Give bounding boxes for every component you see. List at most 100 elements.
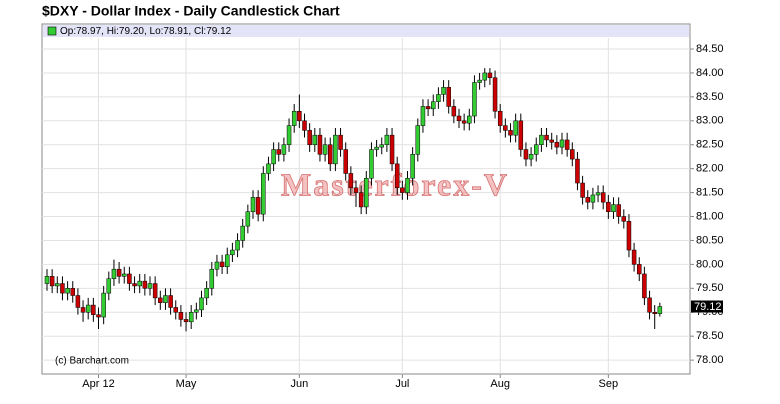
candle-body [554,142,560,148]
candle-body [539,134,544,145]
candle-body [358,192,364,208]
candle-body [158,297,163,303]
candle-body [173,307,178,313]
x-tick-label: Jul [395,378,409,390]
y-tick-label: 81.00 [696,210,724,222]
candle-body [559,139,565,148]
last-price-box [691,300,723,313]
candle-body [575,158,580,184]
candle-body [132,283,137,287]
candle-body [487,72,493,78]
candle-body [595,192,601,196]
candle-body [70,288,75,296]
watermark: Masterforex-V [281,166,509,202]
candle-body [606,201,611,212]
candle-body [235,240,240,251]
candle-body [348,173,354,189]
candle-body [379,144,384,148]
candle-body [431,101,436,110]
candle-body [637,264,642,275]
candle-body [199,297,204,311]
candle-body [394,163,400,189]
candle-body [631,249,637,265]
candle-body [333,134,338,165]
candle-body [384,134,390,145]
legend-text: Op:78.97, Hi:79.20, Lo:78.91, Cl:79.12 [60,26,232,37]
candle-body [328,144,333,165]
y-tick-label: 82.00 [696,163,724,175]
candle-body [451,106,457,117]
y-tick-label: 83.00 [696,115,724,127]
candle-body [209,268,215,289]
candle-body [523,149,529,160]
candle-body [657,306,663,314]
candle-body [642,273,647,299]
candle-body [276,149,281,155]
candle-body [400,187,405,193]
x-tick-label: Jun [290,378,308,390]
candle-body [188,312,194,323]
candle-body [436,94,441,102]
candle-body [353,187,359,193]
candle-body [281,144,287,155]
candle-body [261,173,266,215]
candle-body [580,182,585,198]
candle-body [420,106,426,126]
candle-body [85,304,91,313]
candle-body [425,106,431,110]
candle-body [49,276,55,287]
candle-body [271,149,276,165]
candle-body [405,177,410,193]
y-tick-label: 79.50 [696,282,724,294]
y-tick-label: 83.50 [696,91,724,103]
candle-body [96,314,101,318]
candle-body [647,297,652,313]
candle-body [255,197,261,215]
candle-body [549,139,554,143]
candle-body [163,295,168,303]
candle-body [219,261,225,268]
y-tick-label: 82.50 [696,139,724,151]
candle-body [214,261,220,270]
candle-body [322,144,328,155]
x-tick-label: Apr 12 [82,378,114,390]
candle-body [91,304,96,315]
candles [44,68,663,332]
candle-body [111,268,117,280]
candle-body [194,309,199,313]
candle-body [570,149,575,160]
candle-body [168,295,173,308]
candle-body [116,268,122,277]
candle-body [528,154,534,160]
candle-body [204,288,209,299]
candle-body [343,149,348,174]
candle-body [230,249,235,256]
candle-body [266,163,271,174]
candle-body [142,280,148,289]
y-tick-label: 80.00 [696,258,724,270]
candle-body [250,197,256,212]
candle-body [446,87,451,107]
candle-body [497,110,503,126]
candle-body [518,120,524,150]
legend-swatch [47,26,57,36]
candle-body [338,134,343,150]
candle-body [178,312,184,320]
candle-body [456,115,462,122]
candle-body [564,139,570,150]
candle-body [291,110,297,126]
candle-body [616,204,621,217]
candle-body [317,134,323,155]
y-tick-label: 81.50 [696,187,724,199]
x-tick-label: May [176,378,197,390]
candle-body [513,120,518,136]
candle-body [467,115,472,124]
y-tick-label: 84.00 [696,67,724,79]
candle-body [60,283,65,294]
candle-body [65,288,70,294]
candle-body [590,194,596,203]
candle-body [286,125,292,145]
candle-body [652,312,657,314]
